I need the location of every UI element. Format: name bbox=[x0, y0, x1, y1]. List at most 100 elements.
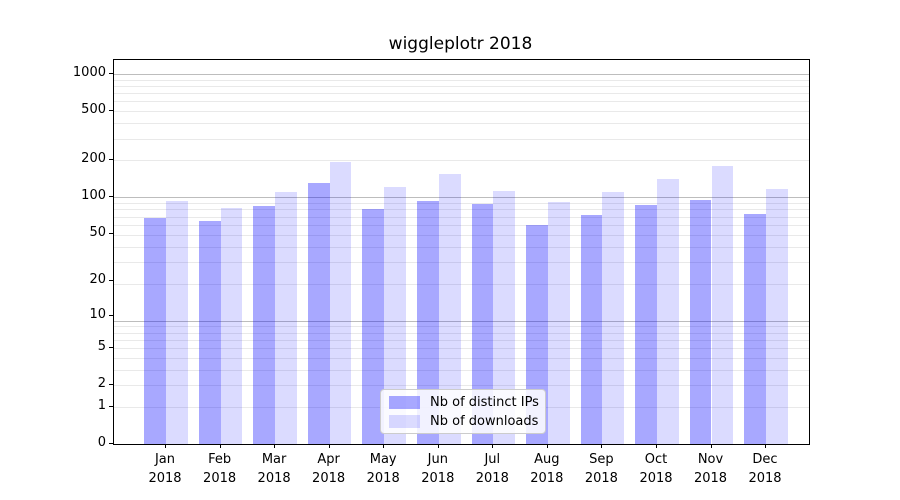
gridline-minor bbox=[114, 261, 809, 263]
gridline-major bbox=[114, 74, 809, 76]
x-tick-label-mar: Mar 2018 bbox=[257, 452, 291, 486]
x-tick-mark bbox=[656, 444, 657, 448]
y-tick-label: 1000 bbox=[72, 65, 106, 80]
bar-downloads-feb bbox=[220, 208, 243, 444]
gridline-minor bbox=[114, 138, 809, 140]
bar-distinct-ips-nov bbox=[689, 200, 712, 444]
y-tick-label: 2 bbox=[97, 376, 106, 392]
x-tick-mark bbox=[328, 444, 330, 448]
bar-downloads-aug bbox=[547, 202, 570, 444]
y-tick-mark bbox=[109, 405, 113, 407]
x-tick-label-apr: Apr 2018 bbox=[312, 452, 346, 486]
gridline-minor bbox=[114, 209, 809, 211]
gridline-minor bbox=[114, 216, 809, 218]
gridline-minor bbox=[114, 369, 809, 371]
x-tick-label-may: May 2018 bbox=[366, 452, 400, 486]
gridline-minor bbox=[114, 385, 809, 387]
bar-downloads-oct bbox=[657, 178, 679, 444]
bar-downloads-sep bbox=[602, 192, 625, 444]
y-tick-mark bbox=[109, 280, 113, 281]
bar-distinct-ips-mar bbox=[253, 205, 276, 444]
bar-distinct-ips-dec bbox=[744, 214, 767, 444]
gridline-minor bbox=[114, 160, 809, 162]
bar-distinct-ips-feb bbox=[198, 221, 221, 444]
y-tick-label: 10 bbox=[89, 306, 106, 322]
x-tick-mark bbox=[383, 444, 385, 448]
bar-downloads-jul bbox=[493, 191, 516, 444]
chart-title: wiggleplotr 2018 bbox=[388, 34, 533, 54]
x-tick-label-jul: Jul 2018 bbox=[475, 452, 509, 486]
legend-label-distinct-ips: Nb of distinct IPs bbox=[430, 395, 539, 410]
x-tick-label-sep: Sep 2018 bbox=[584, 452, 618, 486]
y-tick-mark bbox=[109, 110, 113, 112]
y-tick-mark bbox=[109, 195, 113, 197]
y-tick-mark bbox=[109, 159, 113, 160]
x-tick-mark bbox=[710, 444, 712, 448]
bar-downloads-apr bbox=[329, 161, 352, 444]
bar-downloads-nov bbox=[711, 165, 734, 444]
x-tick-mark bbox=[765, 444, 766, 448]
gridline-minor bbox=[114, 332, 809, 334]
x-tick-mark bbox=[274, 444, 276, 448]
x-tick-mark bbox=[546, 444, 548, 448]
bar-downloads-jun bbox=[438, 173, 461, 444]
gridline-minor bbox=[114, 357, 809, 359]
gridline-minor bbox=[114, 123, 809, 125]
bar-distinct-ips-jul bbox=[471, 204, 494, 444]
gridline-minor bbox=[114, 86, 809, 87]
x-tick-label-oct: Oct 2018 bbox=[639, 452, 673, 486]
y-tick-label: 0 bbox=[97, 435, 106, 450]
y-tick-label: 100 bbox=[81, 187, 106, 203]
legend-swatch-downloads bbox=[389, 415, 420, 428]
x-tick-label-aug: Aug 2018 bbox=[530, 452, 564, 486]
x-tick-label-nov: Nov 2018 bbox=[693, 452, 728, 486]
gridline-minor bbox=[114, 111, 809, 113]
x-tick-label-dec: Dec 2018 bbox=[748, 452, 782, 486]
gridline-minor bbox=[114, 234, 809, 236]
legend: Nb of distinct IPs Nb of downloads bbox=[380, 389, 546, 434]
gridline-minor bbox=[114, 348, 809, 350]
gridline-major bbox=[114, 197, 809, 199]
y-tick-mark bbox=[109, 73, 113, 74]
legend-label-downloads: Nb of downloads bbox=[430, 414, 539, 429]
bar-distinct-ips-apr bbox=[307, 182, 330, 444]
y-tick-mark bbox=[109, 384, 113, 386]
legend-swatch-distinct-ips bbox=[389, 396, 420, 409]
gridline-minor bbox=[114, 246, 809, 248]
bar-distinct-ips-may bbox=[362, 208, 385, 444]
x-tick-mark bbox=[601, 444, 603, 448]
x-tick-mark bbox=[492, 444, 494, 448]
gridline-minor bbox=[114, 326, 809, 328]
legend-row-distinct-ips: Nb of distinct IPs bbox=[389, 395, 539, 410]
bar-downloads-jan bbox=[166, 201, 188, 444]
y-tick-mark bbox=[109, 232, 113, 234]
y-tick-mark bbox=[109, 443, 113, 444]
y-tick-label: 1 bbox=[97, 397, 106, 413]
bar-distinct-ips-oct bbox=[635, 204, 657, 444]
plot-area bbox=[113, 59, 810, 445]
y-tick-label: 500 bbox=[81, 102, 106, 118]
x-tick-mark bbox=[165, 444, 166, 448]
gridline-major bbox=[114, 320, 809, 322]
y-tick-mark bbox=[109, 314, 113, 316]
y-tick-label: 200 bbox=[81, 151, 106, 166]
bar-downloads-dec bbox=[766, 189, 788, 444]
x-tick-label-jun: Jun 2018 bbox=[421, 452, 455, 486]
bar-distinct-ips-sep bbox=[580, 215, 603, 444]
x-tick-mark bbox=[219, 444, 221, 448]
y-tick-label: 50 bbox=[89, 224, 106, 240]
gridline-minor bbox=[114, 224, 809, 226]
y-tick-mark bbox=[109, 347, 113, 349]
gridline-minor bbox=[114, 101, 809, 103]
bar-downloads-mar bbox=[275, 192, 297, 444]
y-tick-label: 5 bbox=[97, 339, 106, 355]
gridline-minor bbox=[114, 79, 809, 81]
gridline-minor bbox=[114, 203, 809, 204]
bar-distinct-ips-jun bbox=[416, 200, 439, 444]
x-tick-mark bbox=[437, 444, 439, 448]
gridline-minor bbox=[114, 339, 809, 341]
gridline-minor bbox=[114, 283, 809, 285]
bar-distinct-ips-jan bbox=[144, 218, 166, 444]
x-tick-label-feb: Feb 2018 bbox=[203, 452, 237, 486]
legend-row-downloads: Nb of downloads bbox=[389, 414, 539, 429]
